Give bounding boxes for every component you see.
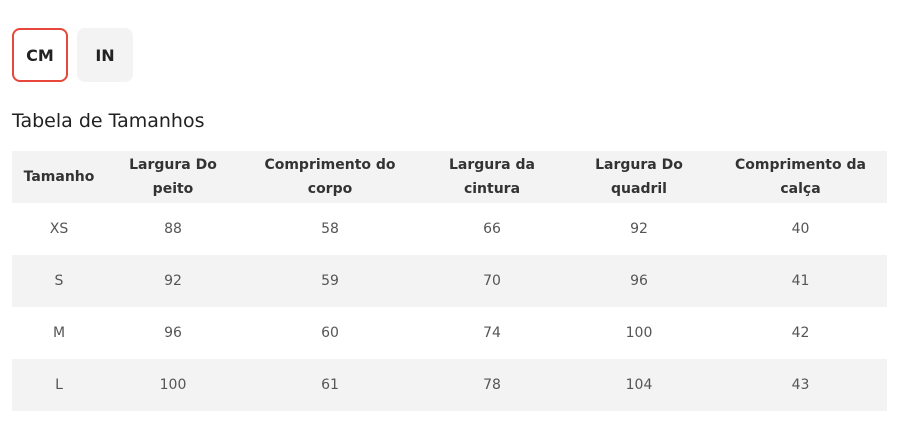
cell-chest-width: 100	[106, 359, 240, 411]
cell-waist-width: 66	[483, 221, 501, 237]
cell-hip-width: 104	[564, 359, 714, 411]
header-waist-width: Largura da cintura	[420, 151, 564, 203]
header-chest-width: Largura Do peito	[106, 151, 240, 203]
cell-waist-width: 70	[420, 255, 564, 307]
table-row: XS 88 58 66 92 40	[12, 203, 887, 255]
cell-chest-width: 96	[164, 325, 182, 341]
unit-toggle: CM IN	[12, 28, 133, 82]
cell-size: S	[12, 255, 106, 307]
cell-chest-width: 92	[106, 255, 240, 307]
cell-pants-length: 42	[791, 325, 810, 341]
cell-body-length: 61	[240, 359, 420, 411]
page-title: Tabela de Tamanhos	[12, 110, 205, 132]
cell-hip-width: 92	[630, 221, 648, 237]
cell-waist-width: 74	[483, 325, 501, 341]
size-table: Tamanho Largura Do peito Comprimento do …	[12, 151, 887, 411]
table-row: M 96 60 74 100 42	[12, 307, 887, 359]
cell-hip-width: 100	[625, 325, 653, 341]
table-header-row: Tamanho Largura Do peito Comprimento do …	[12, 151, 887, 203]
cell-hip-width: 96	[564, 255, 714, 307]
cell-size: M	[52, 325, 66, 341]
cell-pants-length: 41	[714, 255, 887, 307]
cell-size: L	[12, 359, 106, 411]
cell-size: XS	[49, 221, 69, 237]
cell-pants-length: 43	[714, 359, 887, 411]
cell-body-length: 59	[240, 255, 420, 307]
cell-body-length: 60	[321, 325, 339, 341]
unit-in-button[interactable]: IN	[77, 28, 133, 82]
header-hip-width: Largura Do quadril	[564, 151, 714, 203]
cell-chest-width: 88	[164, 221, 182, 237]
header-body-length: Comprimento do corpo	[240, 151, 420, 203]
header-pants-length: Comprimento da calça	[714, 151, 887, 203]
table-row: L 100 61 78 104 43	[12, 359, 887, 411]
cell-waist-width: 78	[420, 359, 564, 411]
cell-body-length: 58	[321, 221, 339, 237]
unit-cm-button[interactable]: CM	[12, 28, 68, 82]
table-row: S 92 59 70 96 41	[12, 255, 887, 307]
cell-pants-length: 40	[791, 221, 810, 237]
header-size: Tamanho	[12, 151, 106, 203]
